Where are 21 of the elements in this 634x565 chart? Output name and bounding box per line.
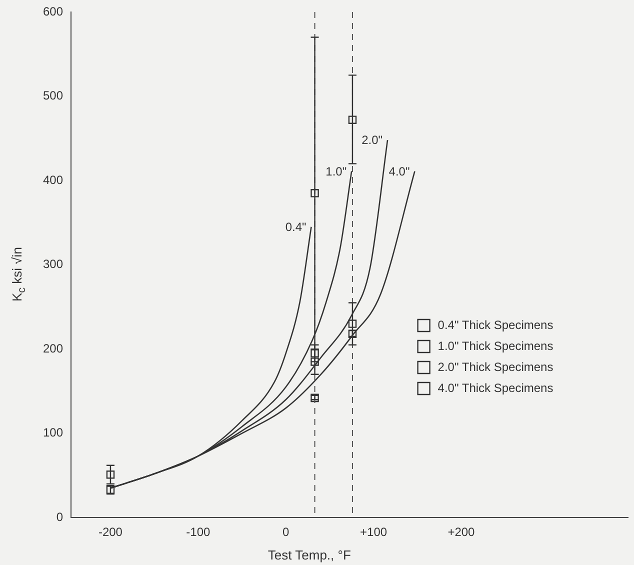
y-tick-label: 0 [56, 510, 64, 524]
x-tick-label: +100 [360, 525, 388, 540]
series-label: 1.0" [326, 164, 347, 178]
y-tick-label: 300 [42, 257, 64, 272]
y-tick-label: 200 [42, 341, 64, 356]
x-tick-label: +200 [448, 525, 476, 540]
y-tick-label: 100 [42, 426, 64, 440]
legend-label: 0.4" Thick Specimens [438, 318, 554, 332]
x-tick-label: 0 [282, 525, 290, 540]
series-label: 2.0" [362, 133, 383, 148]
y-tick-label: 500 [42, 88, 64, 103]
x-axis-title: Test Temp., °F [268, 548, 351, 563]
series-label: 0.4" [285, 220, 306, 234]
x-tick-label: -200 [98, 525, 123, 540]
y-tick-label: 400 [42, 172, 64, 187]
legend-label: 4.0" Thick Specimens [438, 380, 554, 395]
legend-label: 2.0" Thick Specimens [438, 360, 554, 374]
legend-label: 1.0" Thick Specimens [438, 338, 554, 353]
y-tick-label: 600 [42, 4, 64, 18]
x-tick-label: -100 [186, 525, 210, 540]
series-label: 4.0" [388, 164, 410, 178]
